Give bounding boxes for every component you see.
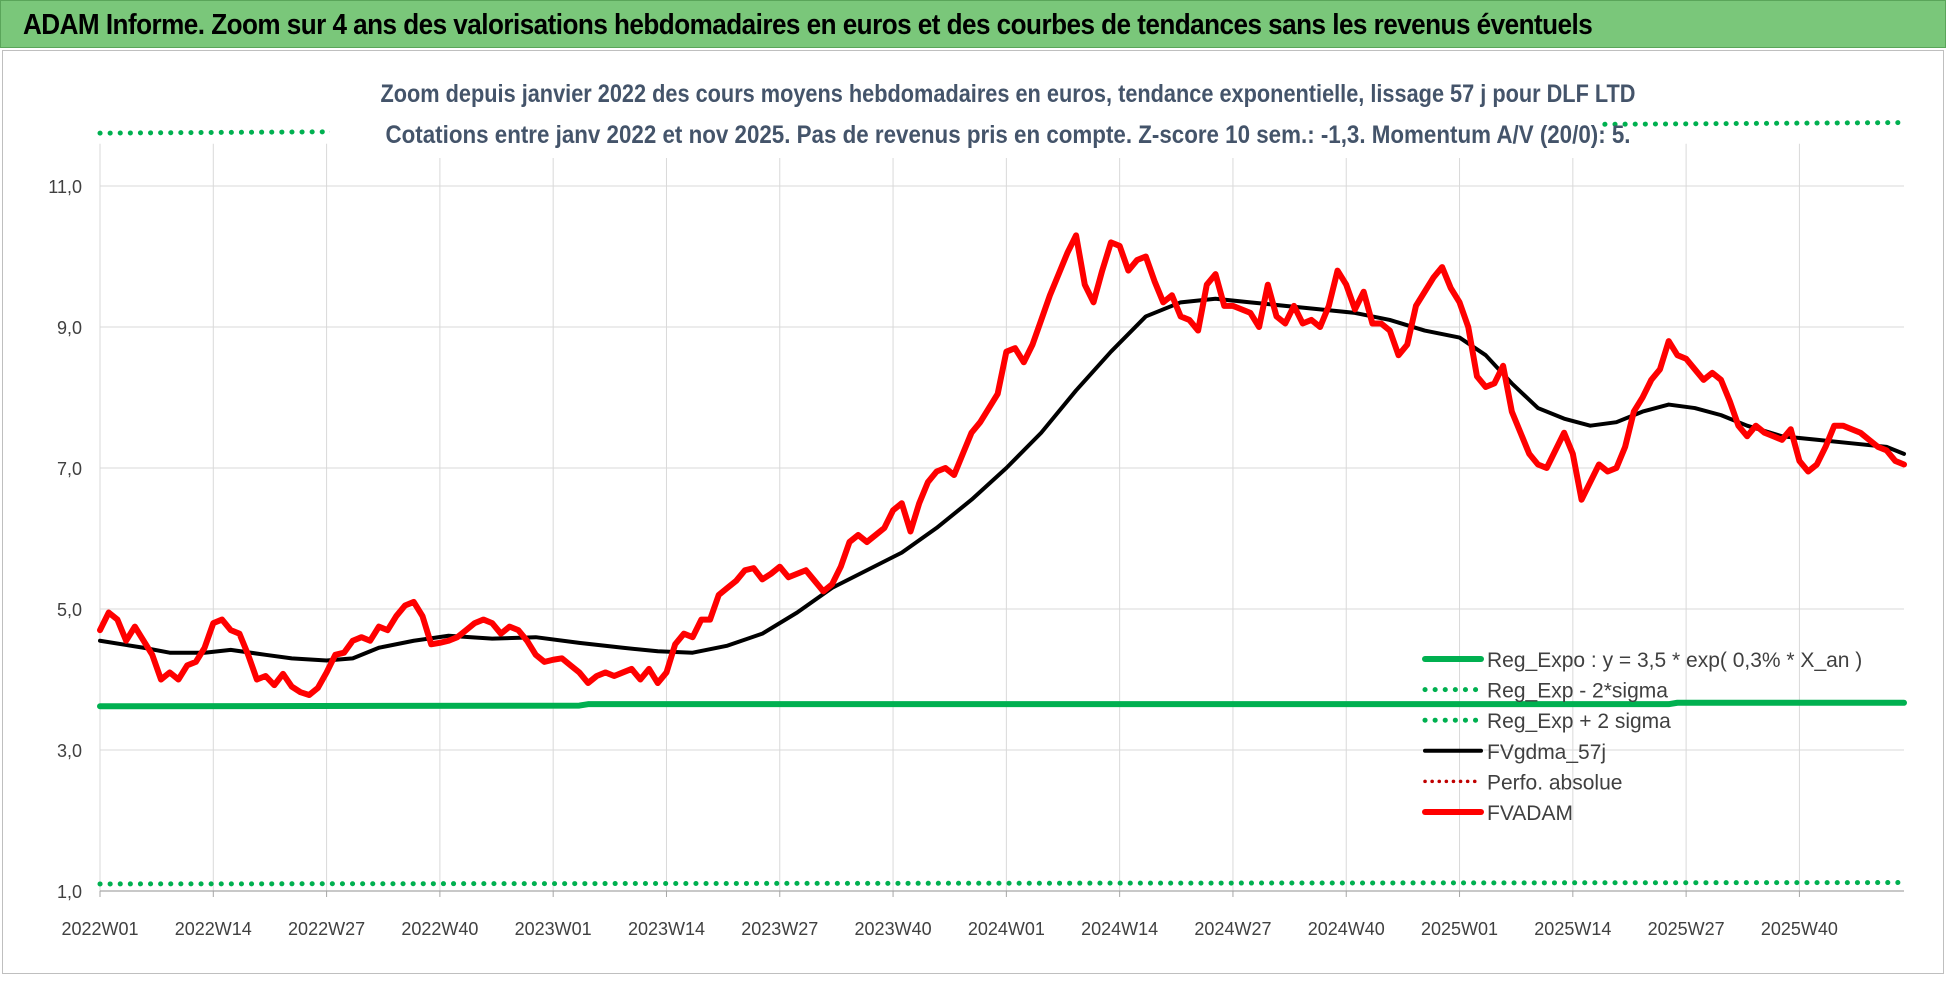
- banner-title: ADAM Informe. Zoom sur 4 ans des valoris…: [23, 9, 1593, 41]
- y-tick-label: 11,0: [48, 177, 82, 197]
- x-tick-label: 2023W14: [628, 919, 705, 939]
- x-tick-label: 2022W27: [288, 919, 365, 939]
- series-line-fvgdma-57j: [98, 296, 1906, 663]
- series-layer: [97, 120, 1907, 887]
- legend-label: Reg_Exp + 2 sigma: [1487, 710, 1671, 733]
- title-background: [330, 74, 1600, 158]
- chart-frame: [2, 50, 1944, 974]
- x-tick-label: 2023W40: [855, 919, 932, 939]
- title-layer: Zoom depuis janvier 2022 des cours moyen…: [330, 74, 1636, 158]
- x-tick-label: 2025W01: [1421, 919, 1498, 939]
- x-tick-label: 2025W27: [1648, 919, 1725, 939]
- x-tick-label: 2022W14: [175, 919, 252, 939]
- y-tick-label: 7,0: [57, 459, 82, 479]
- y-tick-label: 1,0: [57, 882, 82, 902]
- title-banner: ADAM Informe. Zoom sur 4 ans des valoris…: [0, 0, 1946, 48]
- legend-label: Perfo. absolue: [1487, 771, 1622, 794]
- axis-layer: 1,0 3,0 5,0 7,0 9,0 11,0 2022W01 2022W14 2022W27…: [48, 177, 1904, 939]
- legend-label: FVADAM: [1487, 802, 1573, 825]
- grid-layer: [99, 143, 1904, 891]
- series-line-reg-expo-y-3-5-exp-0-3-x-an: [97, 699, 1907, 710]
- x-tick-label: 2024W14: [1081, 919, 1158, 939]
- series-line-fvadam: [97, 232, 1907, 699]
- y-tick-label: 3,0: [57, 741, 82, 761]
- x-tick-label: 2024W27: [1194, 919, 1271, 939]
- chart-subtitle: Cotations entre janv 2022 et nov 2025. P…: [386, 121, 1631, 149]
- legend-label: Reg_Expo : y = 3,5 * exp( 0,3% * X_an ): [1487, 649, 1862, 672]
- x-tick-label: 2025W14: [1534, 919, 1611, 939]
- x-tick-label: 2024W40: [1308, 919, 1385, 939]
- x-tick-label: 2023W01: [515, 919, 592, 939]
- chart-title: Zoom depuis janvier 2022 des cours moyen…: [381, 80, 1636, 108]
- x-tick-label: 2022W40: [401, 919, 478, 939]
- x-tick-label: 2022W01: [61, 919, 138, 939]
- x-tick-label: 2025W40: [1761, 919, 1838, 939]
- series-line-reg-exp-2-sigma: [97, 880, 1907, 887]
- x-tick-label: 2023W27: [741, 919, 818, 939]
- x-tick-label: 2024W01: [968, 919, 1045, 939]
- y-tick-label: 9,0: [57, 318, 82, 338]
- legend-label: Reg_Exp - 2*sigma: [1487, 680, 1668, 703]
- y-tick-label: 5,0: [57, 600, 82, 620]
- legend: Reg_Expo : y = 3,5 * exp( 0,3% * X_an ) R…: [1422, 649, 1862, 825]
- legend-label: FVgdma_57j: [1487, 741, 1606, 764]
